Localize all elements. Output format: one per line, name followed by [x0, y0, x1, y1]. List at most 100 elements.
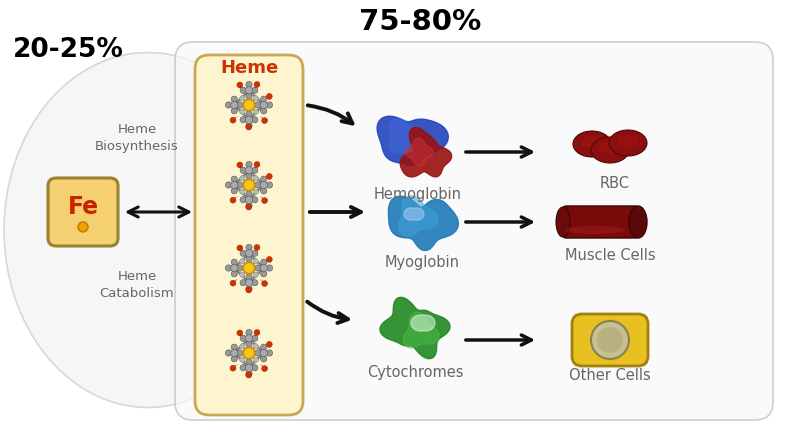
Text: Myoglobin: Myoglobin — [384, 255, 460, 270]
Circle shape — [246, 204, 252, 210]
Circle shape — [237, 265, 243, 271]
Circle shape — [246, 256, 252, 262]
Circle shape — [252, 167, 258, 173]
Circle shape — [260, 108, 267, 114]
Circle shape — [230, 181, 238, 189]
Circle shape — [246, 111, 252, 117]
Circle shape — [246, 287, 252, 293]
Polygon shape — [411, 315, 435, 331]
Circle shape — [262, 118, 267, 123]
Circle shape — [260, 264, 267, 272]
Circle shape — [246, 370, 252, 377]
Circle shape — [246, 122, 252, 129]
Circle shape — [253, 272, 259, 277]
Circle shape — [243, 99, 255, 111]
Circle shape — [253, 259, 259, 264]
Circle shape — [230, 280, 236, 286]
Circle shape — [266, 350, 273, 356]
Polygon shape — [399, 196, 438, 236]
Circle shape — [246, 372, 252, 378]
Circle shape — [255, 350, 261, 356]
Text: Heme
Biosynthesis: Heme Biosynthesis — [95, 123, 179, 153]
Circle shape — [246, 173, 252, 179]
Circle shape — [240, 259, 245, 264]
Circle shape — [266, 265, 273, 271]
Text: RBC: RBC — [600, 175, 630, 190]
Circle shape — [245, 116, 252, 123]
Circle shape — [240, 189, 245, 194]
Text: Heme
Catabolism: Heme Catabolism — [100, 270, 174, 300]
Ellipse shape — [565, 226, 625, 234]
Circle shape — [260, 270, 267, 277]
Circle shape — [266, 341, 272, 347]
Circle shape — [245, 86, 252, 94]
Circle shape — [237, 102, 243, 108]
Circle shape — [230, 197, 236, 203]
Circle shape — [240, 280, 246, 286]
Circle shape — [253, 96, 259, 101]
Circle shape — [262, 281, 267, 286]
Circle shape — [240, 167, 246, 173]
Circle shape — [255, 265, 261, 271]
Circle shape — [237, 245, 243, 251]
Circle shape — [254, 162, 260, 167]
Circle shape — [240, 365, 246, 371]
Circle shape — [266, 173, 272, 179]
Circle shape — [246, 274, 252, 280]
Circle shape — [252, 365, 258, 371]
Text: Fe: Fe — [68, 194, 98, 218]
Polygon shape — [389, 119, 422, 154]
Circle shape — [240, 272, 245, 277]
Circle shape — [260, 96, 267, 102]
FancyBboxPatch shape — [563, 206, 638, 238]
Polygon shape — [405, 138, 433, 166]
Circle shape — [243, 179, 255, 191]
Circle shape — [243, 347, 255, 359]
Circle shape — [260, 181, 267, 189]
Circle shape — [237, 350, 243, 356]
FancyBboxPatch shape — [175, 42, 773, 420]
Circle shape — [246, 124, 252, 130]
Circle shape — [230, 117, 236, 123]
Circle shape — [240, 87, 246, 93]
Text: Hemoglobin: Hemoglobin — [374, 187, 462, 203]
Circle shape — [230, 365, 236, 371]
Polygon shape — [377, 116, 448, 166]
Text: Cytochromes: Cytochromes — [367, 365, 463, 380]
Circle shape — [260, 356, 267, 362]
FancyBboxPatch shape — [195, 55, 303, 415]
Polygon shape — [400, 127, 452, 177]
Circle shape — [260, 344, 267, 350]
Circle shape — [226, 350, 232, 356]
Circle shape — [255, 102, 261, 108]
Circle shape — [255, 182, 261, 188]
Circle shape — [266, 102, 273, 108]
Circle shape — [252, 335, 258, 341]
Circle shape — [226, 102, 232, 108]
Ellipse shape — [581, 136, 603, 148]
Circle shape — [237, 330, 243, 336]
Circle shape — [240, 117, 246, 123]
Ellipse shape — [599, 142, 621, 154]
Circle shape — [245, 279, 252, 286]
Circle shape — [253, 176, 259, 181]
Circle shape — [246, 244, 252, 251]
Circle shape — [240, 176, 245, 181]
Circle shape — [230, 101, 238, 109]
Circle shape — [253, 357, 259, 362]
Circle shape — [240, 250, 246, 256]
Ellipse shape — [629, 206, 647, 238]
Circle shape — [252, 87, 258, 93]
Circle shape — [240, 109, 245, 114]
Circle shape — [246, 329, 252, 336]
Ellipse shape — [556, 207, 570, 237]
Circle shape — [254, 82, 260, 87]
Circle shape — [260, 101, 267, 109]
Circle shape — [262, 366, 267, 372]
Text: Other Cells: Other Cells — [569, 368, 651, 383]
Circle shape — [231, 176, 237, 182]
Circle shape — [245, 250, 252, 257]
Ellipse shape — [4, 52, 292, 408]
Text: Muscle Cells: Muscle Cells — [564, 248, 656, 262]
Circle shape — [246, 203, 252, 209]
